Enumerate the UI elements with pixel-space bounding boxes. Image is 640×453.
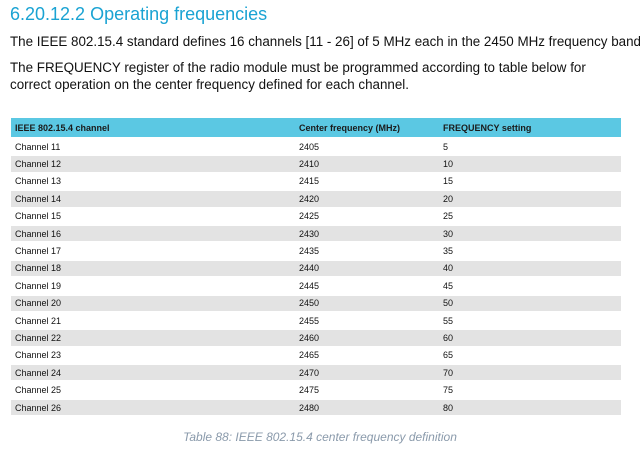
cell-channel: Channel 23 xyxy=(11,346,295,366)
table-row: Channel 17 2435 35 xyxy=(11,242,621,261)
table-row: Channel 12 2410 10 xyxy=(11,155,621,174)
cell-center-frequency: 2470 xyxy=(295,364,439,383)
cell-center-frequency: 2450 xyxy=(295,294,439,313)
cell-channel: Channel 21 xyxy=(11,311,295,331)
cell-center-frequency: 2455 xyxy=(295,311,439,331)
cell-center-frequency: 2440 xyxy=(295,259,439,279)
cell-channel: Channel 17 xyxy=(11,242,295,261)
cell-frequency-setting: 40 xyxy=(439,259,621,279)
table-row: Channel 14 2420 20 xyxy=(11,190,621,209)
cell-center-frequency: 2415 xyxy=(295,172,439,192)
column-header-frequency-setting: FREQUENCY setting xyxy=(439,118,621,139)
cell-frequency-setting: 30 xyxy=(439,224,621,244)
cell-center-frequency: 2425 xyxy=(295,207,439,226)
cell-frequency-setting: 5 xyxy=(439,138,621,157)
table-row: Channel 15 2425 25 xyxy=(11,207,621,226)
table-row: Channel 16 2430 30 xyxy=(11,224,621,244)
table-row: Channel 23 2465 65 xyxy=(11,346,621,366)
cell-frequency-setting: 10 xyxy=(439,155,621,174)
table-caption: Table 88: IEEE 802.15.4 center frequency… xyxy=(183,430,457,444)
column-header-channel: IEEE 802.15.4 channel xyxy=(11,118,295,139)
cell-frequency-setting: 80 xyxy=(439,398,621,418)
cell-channel: Channel 19 xyxy=(11,277,295,296)
table-row: Channel 13 2415 15 xyxy=(11,172,621,192)
table-row: Channel 22 2460 60 xyxy=(11,329,621,348)
cell-center-frequency: 2445 xyxy=(295,277,439,296)
channel-frequency-table: IEEE 802.15.4 channel Center frequency (… xyxy=(11,118,621,418)
cell-channel: Channel 12 xyxy=(11,155,295,174)
cell-frequency-setting: 35 xyxy=(439,242,621,261)
cell-channel: Channel 25 xyxy=(11,381,295,400)
frequency-register-paragraph: The FREQUENCY register of the radio modu… xyxy=(10,60,586,92)
cell-center-frequency: 2480 xyxy=(295,398,439,418)
cell-center-frequency: 2465 xyxy=(295,346,439,366)
table-row: Channel 11 2405 5 xyxy=(11,138,621,157)
cell-frequency-setting: 25 xyxy=(439,207,621,226)
cell-frequency-setting: 65 xyxy=(439,346,621,366)
cell-frequency-setting: 45 xyxy=(439,277,621,296)
cell-frequency-setting: 20 xyxy=(439,190,621,209)
table-header-row: IEEE 802.15.4 channel Center frequency (… xyxy=(11,118,621,139)
cell-channel: Channel 20 xyxy=(11,294,295,313)
table-body: Channel 11 2405 5 Channel 12 2410 10 Channel 1… xyxy=(11,138,621,418)
cell-frequency-setting: 55 xyxy=(439,311,621,331)
cell-center-frequency: 2430 xyxy=(295,224,439,244)
cell-frequency-setting: 15 xyxy=(439,172,621,192)
column-header-center-frequency: Center frequency (MHz) xyxy=(295,118,439,139)
cell-channel: Channel 18 xyxy=(11,259,295,279)
cell-channel: Channel 24 xyxy=(11,364,295,383)
cell-channel: Channel 13 xyxy=(11,172,295,192)
cell-channel: Channel 15 xyxy=(11,207,295,226)
cell-frequency-setting: 60 xyxy=(439,329,621,348)
cell-frequency-setting: 50 xyxy=(439,294,621,313)
cell-center-frequency: 2420 xyxy=(295,190,439,209)
section-heading: 6.20.12.2 Operating frequencies xyxy=(10,4,268,24)
cell-center-frequency: 2435 xyxy=(295,242,439,261)
cell-center-frequency: 2460 xyxy=(295,329,439,348)
cell-frequency-setting: 70 xyxy=(439,364,621,383)
cell-center-frequency: 2405 xyxy=(295,138,439,157)
intro-paragraph: The IEEE 802.15.4 standard defines 16 ch… xyxy=(10,34,640,49)
table-row: Channel 18 2440 40 xyxy=(11,259,621,279)
cell-channel: Channel 26 xyxy=(11,398,295,418)
table-row: Channel 19 2445 45 xyxy=(11,277,621,296)
cell-center-frequency: 2475 xyxy=(295,381,439,400)
cell-channel: Channel 16 xyxy=(11,224,295,244)
table-row: Channel 26 2480 80 xyxy=(11,398,621,418)
cell-channel: Channel 14 xyxy=(11,190,295,209)
cell-channel: Channel 22 xyxy=(11,329,295,348)
table-row: Channel 20 2450 50 xyxy=(11,294,621,313)
cell-frequency-setting: 75 xyxy=(439,381,621,400)
table-row: Channel 25 2475 75 xyxy=(11,381,621,400)
table-row: Channel 24 2470 70 xyxy=(11,364,621,383)
cell-channel: Channel 11 xyxy=(11,138,295,157)
table-row: Channel 21 2455 55 xyxy=(11,311,621,331)
cell-center-frequency: 2410 xyxy=(295,155,439,174)
